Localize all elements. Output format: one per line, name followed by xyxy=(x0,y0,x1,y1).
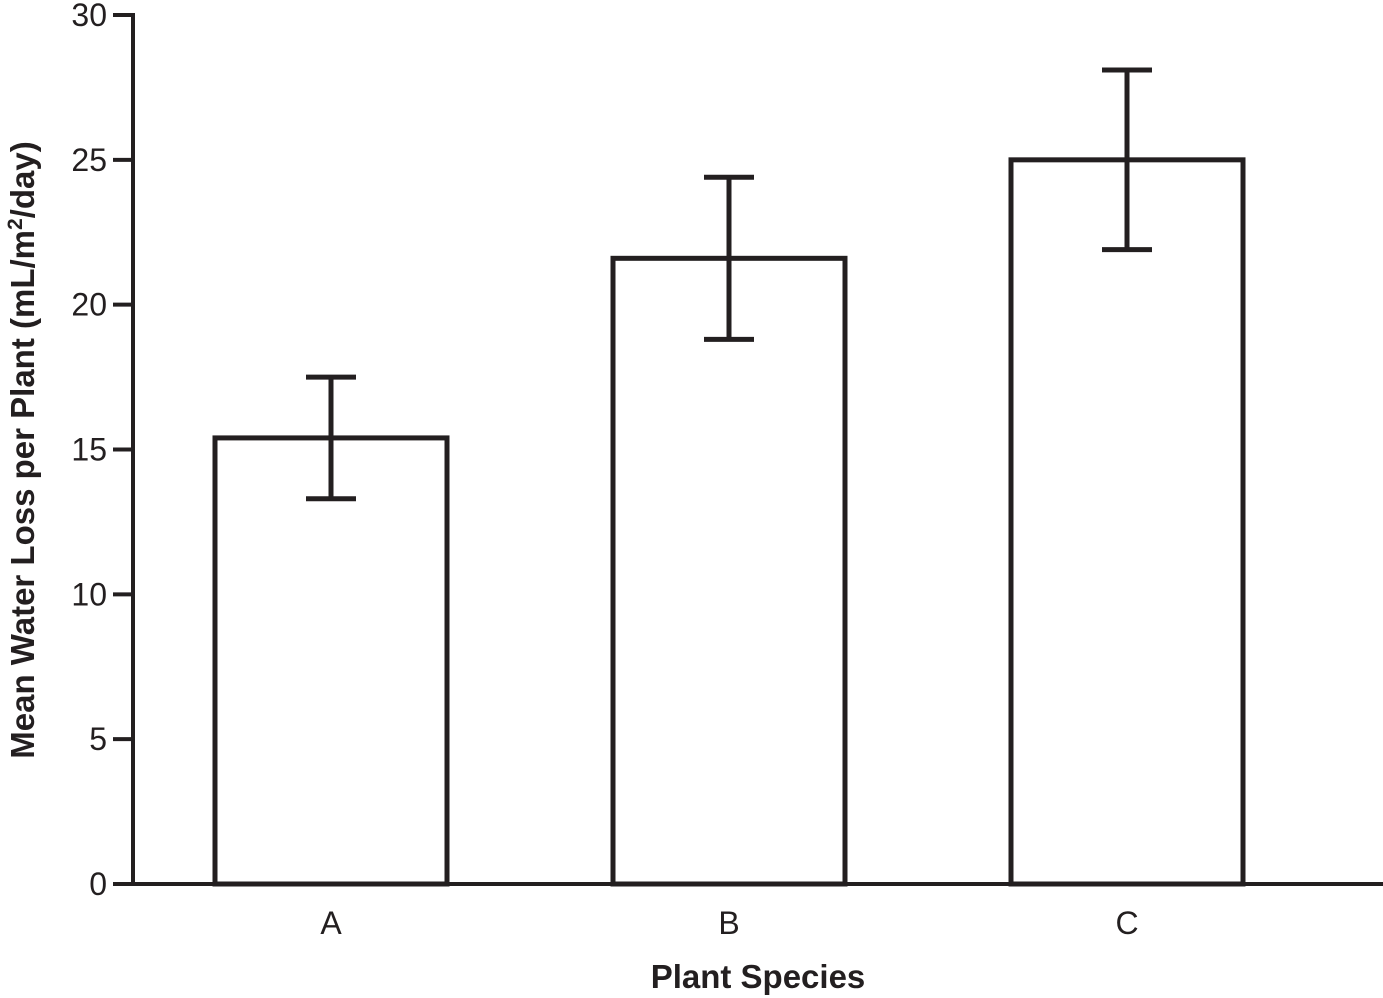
y-tick-label: 5 xyxy=(89,721,107,757)
y-tick-label: 10 xyxy=(71,576,107,612)
y-tick-label: 15 xyxy=(71,432,107,468)
bar-a xyxy=(212,435,450,887)
x-tick-label-a: A xyxy=(320,905,342,941)
y-axis-title: Mean Water Loss per Plant (mL/m2/day) xyxy=(4,141,41,758)
x-tick-label-b: B xyxy=(718,905,739,941)
error-bar-c xyxy=(1102,67,1152,253)
x-tick-labels: A B C xyxy=(320,905,1138,941)
y-tick-label: 25 xyxy=(71,142,107,178)
bar-c xyxy=(1008,157,1246,887)
y-tick-label: 30 xyxy=(71,0,107,33)
bars-group xyxy=(212,67,1246,887)
y-axis-title-suffix: /day) xyxy=(4,141,41,218)
error-bar-b xyxy=(704,174,754,342)
y-axis-ticks: 0 5 10 15 20 25 30 xyxy=(71,0,133,902)
y-axis-title-main: Mean Water Loss per Plant (mL/m xyxy=(4,230,41,759)
x-axis-title: Plant Species xyxy=(651,958,866,995)
error-bar-a xyxy=(306,374,356,502)
y-tick-label: 0 xyxy=(89,866,107,902)
y-tick-label: 20 xyxy=(71,287,107,323)
x-tick-label-c: C xyxy=(1115,905,1138,941)
y-axis-title-superscript: 2 xyxy=(4,218,27,230)
bar-b xyxy=(610,255,848,887)
